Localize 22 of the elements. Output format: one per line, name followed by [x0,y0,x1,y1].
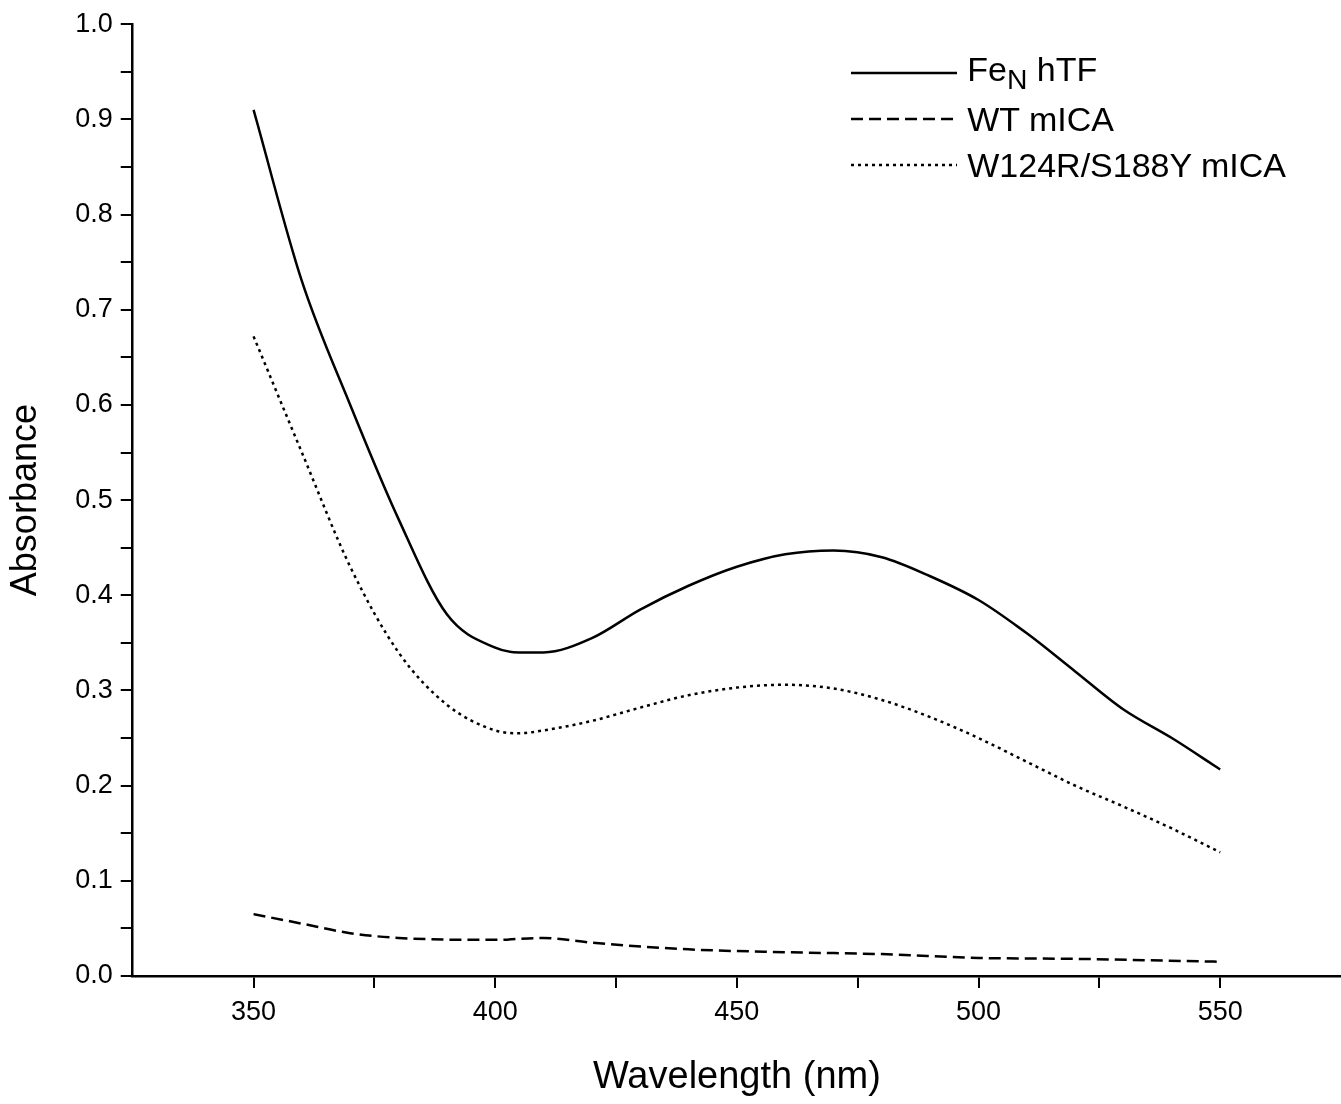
line-series [252,335,1222,854]
y-tick-label: 1.0 [75,7,113,38]
legend-label: W124R/S188Y mICA [967,145,1286,185]
x-tick-label: 450 [714,995,760,1026]
x-axis-title: Wavelength (nm) [592,1053,881,1096]
y-tick-label: 0.3 [75,673,113,704]
y-tick-label: 0.6 [75,388,113,419]
y-tick-label: 0.0 [75,959,113,990]
y-tick-label: 0.7 [75,293,113,324]
y-axis-title: Absorbance [2,404,44,597]
x-tick-label: 350 [231,995,277,1026]
y-tick-label: 0.9 [75,102,113,133]
y-tick-label: 0.2 [75,769,113,800]
x-tick-label: 500 [955,995,1002,1026]
legend-label: Fe$_{N}$ hTF [967,50,1098,96]
x-tick-label: 400 [472,995,518,1026]
y-tick-label: 0.1 [75,864,113,895]
y-tick-label: 0.4 [75,578,113,609]
x-tick-label: 550 [1197,995,1243,1026]
y-tick-label: 0.5 [75,483,113,514]
legend-label: WT mICA [967,99,1114,139]
y-tick-label: 0.8 [75,198,113,229]
